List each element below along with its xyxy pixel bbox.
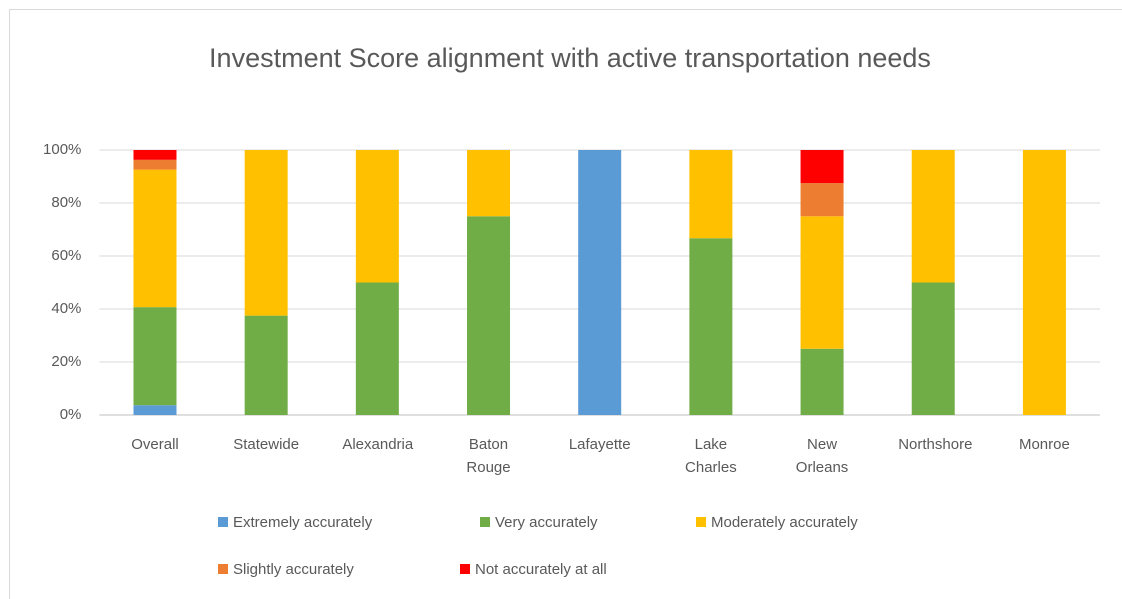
bar-segment bbox=[467, 216, 511, 415]
bar-segment bbox=[578, 150, 622, 415]
y-tick-label: 80% bbox=[51, 194, 82, 211]
bar-segment bbox=[800, 183, 844, 217]
legend-item: Not accurately at all bbox=[460, 561, 607, 579]
bar-segment bbox=[1022, 150, 1066, 415]
x-tick-label: Monroe bbox=[1018, 436, 1070, 453]
legend-label: Extremely accurately bbox=[233, 514, 373, 531]
legend-label: Not accurately at all bbox=[475, 561, 607, 578]
bar-segment bbox=[244, 150, 288, 316]
y-tick-label: 100% bbox=[43, 141, 82, 158]
y-tick-label: 0% bbox=[59, 406, 82, 423]
bar-segment bbox=[689, 150, 733, 239]
x-tick-label: New Orleans bbox=[795, 436, 849, 476]
chart-title: Investment Score alignment with active t… bbox=[209, 43, 931, 73]
chart-border bbox=[9, 9, 1122, 599]
legend-swatch bbox=[480, 517, 490, 527]
bar-segment bbox=[911, 282, 955, 415]
legend-label: Moderately accurately bbox=[711, 514, 858, 531]
x-tick-label: Alexandria bbox=[342, 436, 414, 453]
bar-segment bbox=[467, 150, 511, 217]
x-tick-label: Lafayette bbox=[568, 436, 631, 453]
bar-segment bbox=[911, 150, 955, 283]
bar-segment bbox=[133, 307, 177, 406]
x-tick-label: Statewide bbox=[233, 436, 300, 453]
bar-segment bbox=[800, 216, 844, 349]
legend-swatch bbox=[218, 517, 228, 527]
bar-segment bbox=[355, 282, 399, 415]
y-tick-label: 60% bbox=[51, 247, 82, 264]
x-tick-label: Northshore bbox=[898, 436, 973, 453]
bar-segment bbox=[133, 405, 177, 415]
bar-segment bbox=[800, 150, 844, 184]
bar-segment bbox=[133, 150, 177, 160]
y-tick-label: 20% bbox=[51, 353, 82, 370]
legend-item: Slightly accurately bbox=[218, 561, 354, 579]
x-tick-label: Lake Charles bbox=[685, 436, 737, 476]
legend-label: Very accurately bbox=[495, 514, 598, 531]
legend-label: Slightly accurately bbox=[233, 561, 354, 578]
legend-swatch bbox=[460, 564, 470, 574]
bar-segment bbox=[355, 150, 399, 283]
legend-swatch bbox=[218, 564, 228, 574]
legend-item: Very accurately bbox=[480, 514, 598, 532]
y-tick-label: 40% bbox=[51, 300, 82, 317]
legend-item: Moderately accurately bbox=[696, 514, 858, 532]
x-tick-label: Overall bbox=[131, 436, 179, 453]
bar-segment bbox=[244, 315, 288, 415]
bar-segment bbox=[689, 238, 733, 415]
bar-segment bbox=[133, 169, 177, 308]
legend-item: Extremely accurately bbox=[218, 514, 372, 532]
bar-segment bbox=[133, 159, 177, 170]
x-tick-label: Baton Rouge bbox=[466, 436, 511, 476]
legend-swatch bbox=[696, 517, 706, 527]
bar-segment bbox=[800, 348, 844, 415]
